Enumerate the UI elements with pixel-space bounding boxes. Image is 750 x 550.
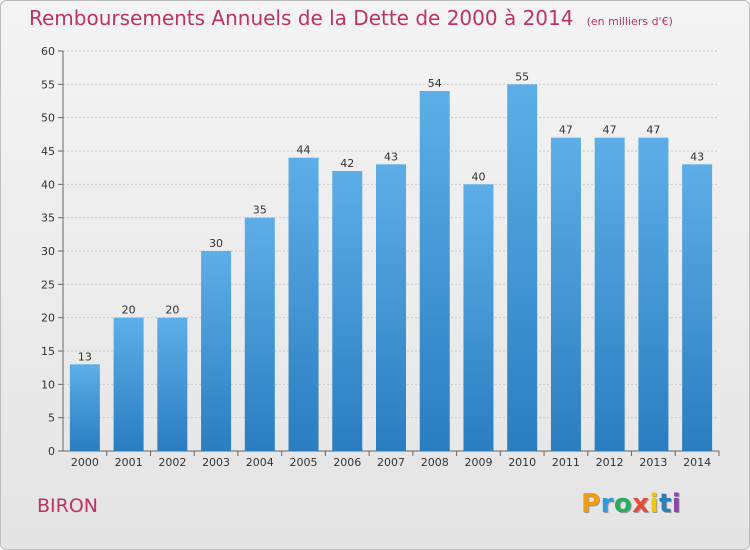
x-tick-label-2003: 2003 xyxy=(202,456,230,469)
y-tick-label: 40 xyxy=(41,178,55,191)
x-tick-label-2013: 2013 xyxy=(639,456,667,469)
proxiti-logo: Proxiti xyxy=(581,489,681,519)
bar-2002 xyxy=(157,317,188,451)
bar-2000 xyxy=(69,364,100,451)
bar-2014 xyxy=(682,164,713,452)
y-tick-label: 55 xyxy=(41,78,55,91)
x-tick-label-2011: 2011 xyxy=(552,456,580,469)
data-labels: 13 20 20 30 35 44 42 43 54 40 55 47 47 47 43 xyxy=(78,70,704,363)
x-tick-label-2004: 2004 xyxy=(246,456,274,469)
y-tick-label: 30 xyxy=(41,245,55,258)
bar-2008 xyxy=(419,91,450,451)
y-tick-label: 10 xyxy=(41,378,55,391)
logo-letter: P xyxy=(581,489,601,519)
value-label-2012: 47 xyxy=(603,124,617,137)
bar-2012 xyxy=(594,137,625,451)
logo-letter: i xyxy=(649,489,659,519)
bar-2013 xyxy=(638,137,669,451)
y-tick-label: 0 xyxy=(48,445,55,458)
chart-unit-label: (en milliers d'€) xyxy=(586,15,673,28)
bar-2006 xyxy=(332,171,363,451)
x-tick-label-2000: 2000 xyxy=(71,456,99,469)
y-tick-label: 20 xyxy=(41,312,55,325)
logo-letter: t xyxy=(658,489,672,519)
x-tick-label-2007: 2007 xyxy=(377,456,405,469)
value-label-2005: 44 xyxy=(297,144,311,157)
y-tick-label: 35 xyxy=(41,212,55,225)
value-label-2010: 55 xyxy=(515,70,529,83)
x-tick-label-2002: 2002 xyxy=(158,456,186,469)
x-tick-label-2005: 2005 xyxy=(290,456,318,469)
value-label-2013: 47 xyxy=(646,124,660,137)
bar-2005 xyxy=(288,157,319,451)
value-label-2007: 43 xyxy=(384,150,398,163)
value-label-2002: 20 xyxy=(165,304,179,317)
x-tick-label-2008: 2008 xyxy=(421,456,449,469)
y-tick-label: 60 xyxy=(41,45,55,58)
x-tick-label-2014: 2014 xyxy=(683,456,711,469)
value-label-2004: 35 xyxy=(253,204,267,217)
x-tick-label-2006: 2006 xyxy=(333,456,361,469)
bars xyxy=(69,84,713,452)
commune-name: BIRON xyxy=(37,495,99,517)
bar-2001 xyxy=(113,317,144,451)
x-tick-label-2001: 2001 xyxy=(115,456,143,469)
y-tick-label: 15 xyxy=(41,345,55,358)
value-label-2000: 13 xyxy=(78,350,92,363)
value-label-2011: 47 xyxy=(559,124,573,137)
value-label-2008: 54 xyxy=(428,77,442,90)
x-tick-label-2009: 2009 xyxy=(464,456,492,469)
chart-title: Remboursements Annuels de la Dette de 20… xyxy=(29,6,574,30)
value-label-2001: 20 xyxy=(122,304,136,317)
bar-2003 xyxy=(201,251,232,451)
x-tick-label-2010: 2010 xyxy=(508,456,536,469)
logo-letter: r xyxy=(600,489,614,519)
logo-letter: x xyxy=(632,489,650,519)
logo-letter: o xyxy=(613,489,633,519)
bar-2011 xyxy=(550,137,581,451)
value-label-2009: 40 xyxy=(471,170,485,183)
value-label-2014: 43 xyxy=(690,150,704,163)
y-tick-label: 45 xyxy=(41,145,55,158)
bar-2010 xyxy=(507,84,538,451)
chart-title-block: Remboursements Annuels de la Dette de 20… xyxy=(29,6,673,30)
bar-2004 xyxy=(244,217,275,451)
logo-letter: i xyxy=(671,489,682,519)
axes: 0 5 10 15 20 25 30 35 40 45 50 55 60 2000 2001 2002 2003… xyxy=(41,45,720,469)
value-label-2006: 42 xyxy=(340,157,354,170)
y-tick-label: 25 xyxy=(41,278,55,291)
value-label-2003: 30 xyxy=(209,237,223,250)
bar-2009 xyxy=(463,184,494,452)
x-tick-label-2012: 2012 xyxy=(596,456,624,469)
y-tick-label: 50 xyxy=(41,112,55,125)
bar-2007 xyxy=(376,164,406,452)
y-tick-label: 5 xyxy=(48,412,55,425)
